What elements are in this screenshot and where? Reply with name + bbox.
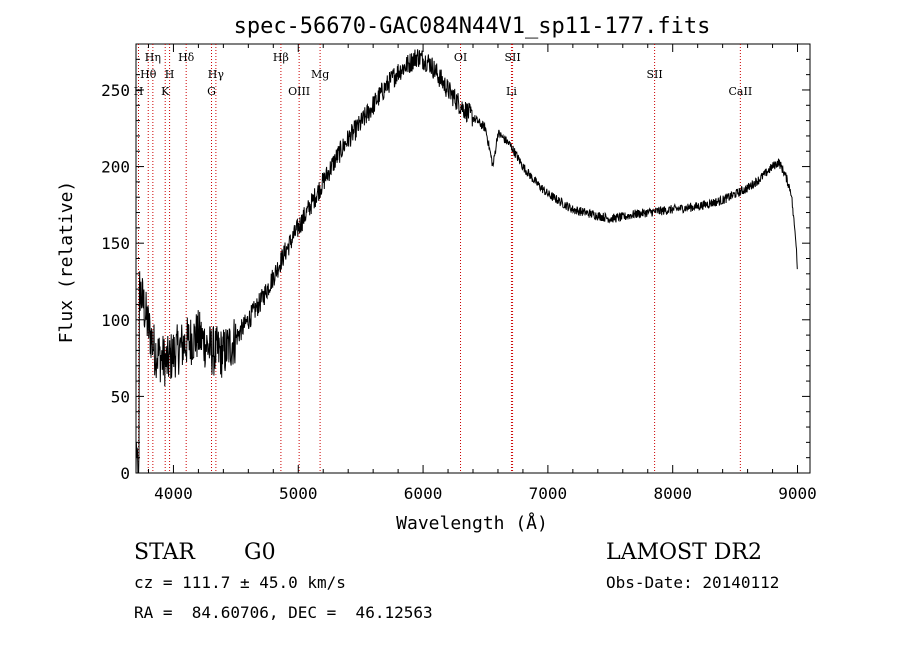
plot-border <box>135 43 811 474</box>
line-label: SII <box>646 68 662 81</box>
y-tick-label: 100 <box>101 311 130 330</box>
object-type: STAR <box>134 540 195 565</box>
x-tick-label: 8000 <box>653 484 692 503</box>
line-label: Hδ <box>178 51 195 64</box>
plot-frame <box>135 43 811 474</box>
y-tick-label: 50 <box>111 387 130 406</box>
x-tick-label: 4000 <box>154 484 193 503</box>
chart-title: spec-56670-GAC084N44V1_sp11-177.fits <box>234 14 711 39</box>
line-label: Li <box>506 85 517 98</box>
line-label: G <box>207 85 216 98</box>
line-label: H <box>165 68 175 81</box>
y-tick-label: 250 <box>101 81 130 100</box>
line-label: K <box>161 85 170 98</box>
y-tick-label: 0 <box>120 464 130 483</box>
obs-date: Obs-Date: 20140112 <box>606 573 780 592</box>
line-label: Mg <box>311 68 329 81</box>
line-label: Hβ <box>273 51 289 64</box>
y-axis-ticks: 0 50 100 150 200 250 <box>101 58 810 483</box>
x-tick-label: 9000 <box>778 484 817 503</box>
x-tick-label: 5000 <box>279 484 318 503</box>
line-label: OI <box>454 51 467 64</box>
spectrum-line <box>135 49 798 474</box>
x-tick-label: 7000 <box>529 484 568 503</box>
x-axis-label: Wavelength (Å) <box>396 512 548 534</box>
x-tick-label: 6000 <box>404 484 443 503</box>
line-label: OIII <box>288 85 310 98</box>
line-label: SII <box>504 51 520 64</box>
line-label: Hγ <box>208 68 225 81</box>
line-label: H <box>134 85 144 98</box>
y-axis-label: Flux (relative) <box>56 181 77 344</box>
line-label: Hη <box>145 51 161 64</box>
line-label: Hθ <box>140 68 157 81</box>
y-tick-label: 200 <box>101 158 130 177</box>
y-tick-label: 150 <box>101 234 130 253</box>
spectral-line-markers <box>137 44 741 473</box>
redshift-text: cz = 111.7 ± 45.0 km/s <box>134 573 346 592</box>
line-label: CaII <box>729 85 753 98</box>
x-axis-ticks: 4000 5000 6000 7000 8000 9000 <box>147 44 817 503</box>
subclass: G0 <box>244 540 276 565</box>
survey-name: LAMOST DR2 <box>606 540 762 565</box>
coordinates: RA = 84.60706, DEC = 46.12563 <box>134 603 433 622</box>
